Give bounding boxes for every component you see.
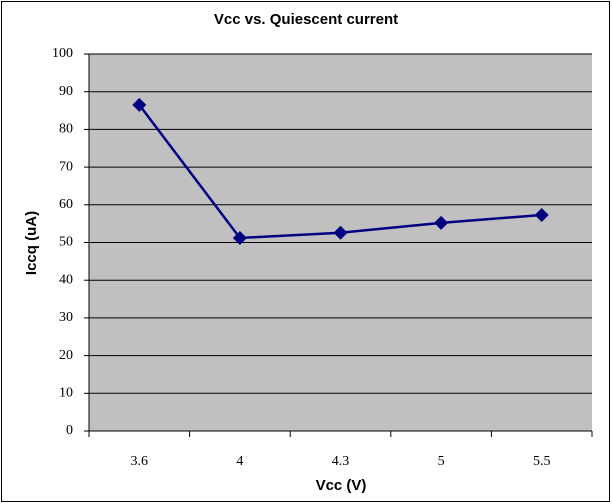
y-tick-label: 10: [59, 386, 73, 401]
data-point: [434, 215, 449, 230]
data-point: [333, 225, 348, 240]
y-tick-label: 80: [59, 122, 73, 137]
y-tick-label: 100: [52, 46, 73, 61]
x-tick-label: 3.6: [131, 454, 149, 469]
y-tick-label: 40: [59, 272, 73, 287]
y-tick-label: 90: [59, 84, 73, 99]
y-axis-label: Iccq (uA): [23, 211, 40, 275]
y-tick-label: 50: [59, 235, 73, 250]
data-point: [232, 230, 247, 245]
data-point: [534, 207, 549, 222]
y-tick-label: 60: [59, 197, 73, 212]
y-tick-label: 70: [59, 159, 73, 174]
y-tick-label: 20: [59, 348, 73, 363]
data-point: [132, 97, 147, 112]
x-tick-label: 4: [236, 454, 243, 469]
y-tick-label: 30: [59, 310, 73, 325]
x-tick-label: 4.3: [332, 454, 350, 469]
x-tick-label: 5: [438, 454, 445, 469]
x-axis-label: Vcc (V): [316, 477, 367, 494]
chart-title: Vcc vs. Quiescent current: [214, 11, 398, 28]
x-tick-label: 5.5: [533, 454, 551, 469]
y-tick-label: 0: [66, 423, 73, 438]
